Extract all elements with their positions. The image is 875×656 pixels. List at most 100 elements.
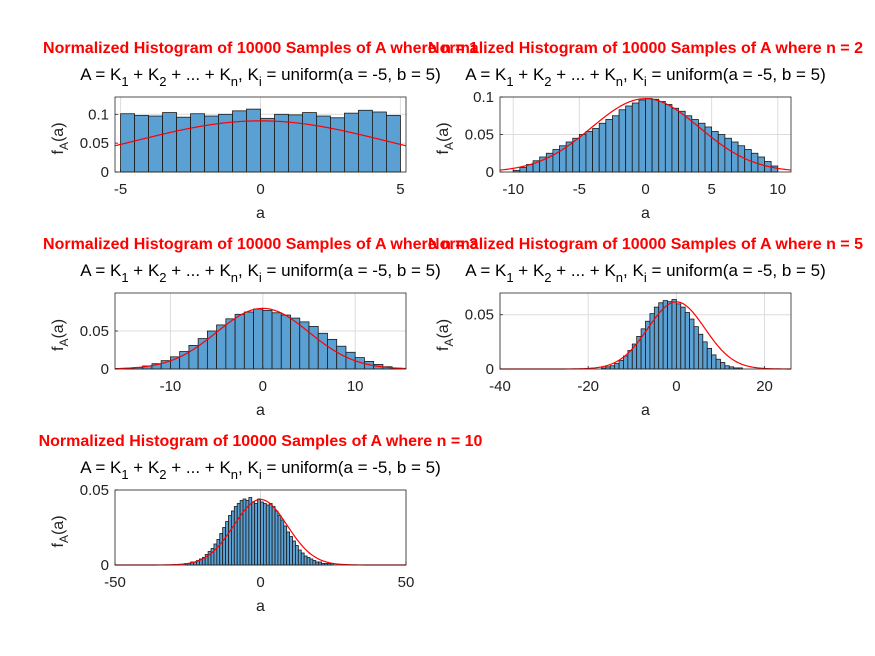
- histogram-bar: [585, 131, 593, 173]
- histogram-bar: [372, 111, 387, 173]
- y-tick-label: 0.05: [465, 127, 494, 144]
- histogram-bar: [684, 312, 690, 370]
- histogram-bar: [148, 115, 163, 173]
- subplot-2: -10 -5 0 5 10 0 0.05 0.1 a fA(a) A = K1 + K2 + ...…: [428, 40, 863, 222]
- chart-title: Normalized Histogram of 10000 Samples of…: [428, 236, 863, 253]
- axes-box: [499, 292, 792, 370]
- y-tick-label: 0.1: [473, 89, 494, 106]
- histogram-bar: [592, 128, 600, 173]
- histogram-bar: [318, 561, 323, 566]
- histogram-bar: [667, 301, 673, 370]
- histogram-bar: [290, 317, 301, 370]
- x-tick-label: 0: [259, 378, 267, 395]
- subplot-3: -10 0 10 0 0.05 a fA(a) A = K1 + K2 + ... + Kn,…: [43, 236, 478, 419]
- histogram-bar: [268, 503, 273, 566]
- x-tick-label: -5: [573, 181, 586, 198]
- histogram-bar: [704, 126, 713, 173]
- histogram-bar: [578, 134, 587, 173]
- subplot-1: -5 0 5 0 0.05 0.1 a fA(a) A = K1 + K2 + ... + Kn…: [43, 40, 478, 222]
- histogram-bar: [274, 510, 279, 566]
- histogram-bar: [651, 98, 660, 173]
- x-tick-label: 0: [672, 378, 680, 395]
- histogram-bar: [645, 98, 653, 173]
- y-tick-label: 0.05: [80, 135, 109, 152]
- histogram-bar: [717, 134, 726, 173]
- histogram-bar: [623, 355, 629, 370]
- histogram-bar: [300, 552, 305, 566]
- histogram-bar: [658, 101, 666, 173]
- histogram-bar: [638, 99, 646, 173]
- histogram-bar: [715, 358, 721, 370]
- histogram-bar: [330, 117, 345, 173]
- histogram-bar: [263, 503, 267, 566]
- histogram-bar: [302, 112, 317, 173]
- x-axis-label: a: [641, 205, 650, 222]
- x-tick-label: -50: [104, 574, 126, 591]
- histogram-bar: [724, 365, 730, 370]
- histogram-bar: [609, 365, 616, 370]
- histogram-bar: [271, 312, 282, 370]
- histogram-bar: [289, 536, 293, 566]
- x-tick-label: 20: [756, 378, 773, 395]
- x-tick-label: 50: [398, 574, 415, 591]
- y-tick-label: 0.05: [80, 323, 109, 340]
- histogram-bar: [228, 515, 232, 566]
- histogram-bar: [618, 359, 624, 370]
- y-axis-label: fA(a): [435, 319, 456, 351]
- histogram-bar: [297, 549, 302, 566]
- histogram-bar: [280, 314, 291, 370]
- chart-subtitle: A = K1 + K2 + ... + Kn, Ki = uniform(a =…: [465, 65, 826, 89]
- histogram-bar: [246, 108, 261, 173]
- histogram-bar: [245, 500, 250, 566]
- histogram-bar: [711, 354, 717, 370]
- chart-title: Normalized Histogram of 10000 Samples of…: [43, 40, 478, 57]
- histogram-bar: [689, 318, 695, 370]
- y-tick-label: 0.05: [465, 307, 494, 324]
- histogram-bar: [306, 557, 311, 566]
- histogram-bar: [316, 115, 331, 173]
- x-tick-label: 0: [641, 181, 649, 198]
- histogram-bar: [260, 117, 275, 173]
- histogram-bar: [283, 525, 288, 566]
- histogram-bar: [678, 110, 686, 173]
- chart-subtitle: A = K1 + K2 + ... + Kn, Ki = uniform(a =…: [80, 65, 441, 89]
- histogram-bar: [251, 501, 256, 566]
- histogram-bar: [206, 330, 218, 370]
- histogram-bar: [271, 506, 276, 566]
- chart-subtitle: A = K1 + K2 + ... + Kn, Ki = uniform(a =…: [80, 261, 441, 285]
- x-axis-label: a: [256, 598, 265, 615]
- x-axis-label: a: [256, 205, 265, 222]
- x-tick-label: -10: [502, 181, 524, 198]
- histogram-bar: [737, 145, 746, 173]
- histogram-bar: [706, 347, 713, 370]
- histogram-bar: [519, 167, 527, 173]
- histogram-bar: [225, 521, 229, 566]
- histogram-bar: [239, 500, 244, 566]
- histogram-bar: [295, 545, 299, 566]
- histogram-bar: [671, 299, 677, 370]
- y-axis-label: fA(a): [50, 515, 71, 547]
- histogram-bar: [605, 119, 613, 173]
- histogram-bar: [731, 141, 739, 173]
- histogram-bar: [724, 137, 732, 173]
- histogram-bar: [176, 116, 191, 173]
- y-tick-label: 0: [101, 557, 109, 574]
- histogram-bar: [684, 115, 693, 173]
- histogram-bar: [675, 303, 682, 370]
- y-tick-label: 0: [101, 361, 109, 378]
- y-tick-label: 0.05: [80, 482, 109, 499]
- histogram-bar: [612, 115, 620, 173]
- chart-title: Normalized Histogram of 10000 Samples of…: [39, 433, 483, 450]
- histogram-bar: [317, 332, 328, 370]
- histogram-bar: [358, 109, 373, 173]
- histogram-bar: [572, 137, 580, 173]
- y-tick-label: 0: [486, 164, 494, 181]
- histogram-bar: [698, 333, 704, 370]
- histogram-bar: [680, 306, 686, 370]
- histogram-bar: [720, 362, 726, 370]
- histogram-bar: [691, 119, 699, 173]
- x-tick-label: -10: [160, 378, 182, 395]
- histogram-bar: [344, 112, 359, 173]
